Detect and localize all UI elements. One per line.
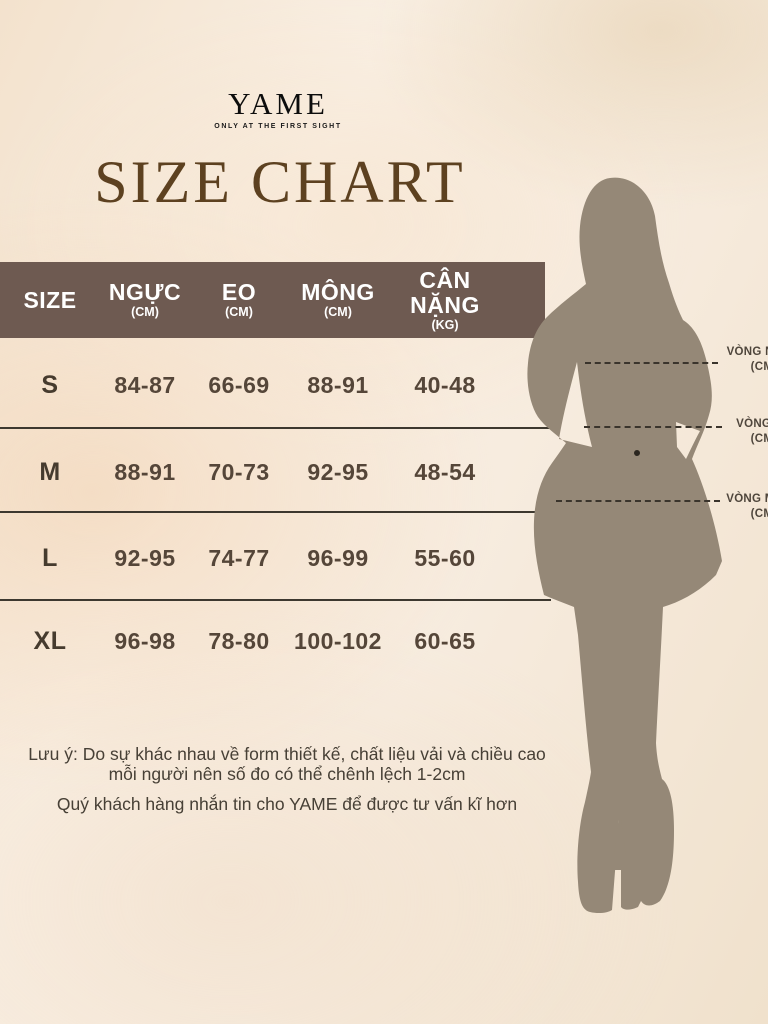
table-row-xl: XL 96-98 78-80 100-102 60-65 — [33, 626, 476, 655]
woman-silhouette-image — [527, 177, 722, 914]
col-header-size: SIZE — [23, 286, 77, 313]
note-contact: Quý khách hàng nhắn tin cho YAME để được… — [56, 794, 518, 814]
col-header-weight: CÂN NẶNG (KG) — [410, 266, 480, 332]
bust-measure-label: VÒNG NGỰC (CM) — [726, 346, 768, 373]
brand-logo: YAME — [228, 86, 328, 121]
col-header-bust: NGỰC (CM) — [108, 279, 182, 320]
belly-button-dot — [634, 450, 640, 456]
hip-measure-line — [556, 500, 720, 502]
row-divider — [0, 427, 550, 429]
bust-measure-line — [585, 362, 718, 364]
table-row-s: S 84-87 66-69 88-91 40-48 — [41, 370, 476, 399]
col-header-waist: EO (CM) — [221, 279, 257, 320]
table-row-l: L 92-95 74-77 96-99 55-60 — [42, 543, 476, 572]
row-divider — [0, 599, 551, 601]
waist-measure-line — [584, 426, 722, 428]
page-title: SIZE CHART — [94, 149, 466, 215]
size-table-header: SIZE NGỰC (CM) EO (CM) MÔNG (CM) CÂN NẶN… — [0, 262, 545, 338]
waist-measure-label: VÒNG EO (CM) — [736, 418, 768, 445]
col-header-hip: MÔNG (CM) — [301, 279, 375, 320]
brand-block: YAME ONLY AT THE FIRST SIGHT — [0, 86, 556, 130]
note-disclaimer: Lưu ý: Do sự khác nhau về form thiết kế,… — [28, 744, 546, 784]
hip-measure-label: VÒNG MÔNG (CM) — [726, 493, 768, 520]
notes-block: Lưu ý: Do sự khác nhau về form thiết kế,… — [14, 744, 560, 814]
brand-tagline: ONLY AT THE FIRST SIGHT — [214, 123, 342, 130]
table-row-m: M 88-91 70-73 92-95 48-54 — [39, 457, 476, 486]
row-divider — [0, 511, 553, 513]
